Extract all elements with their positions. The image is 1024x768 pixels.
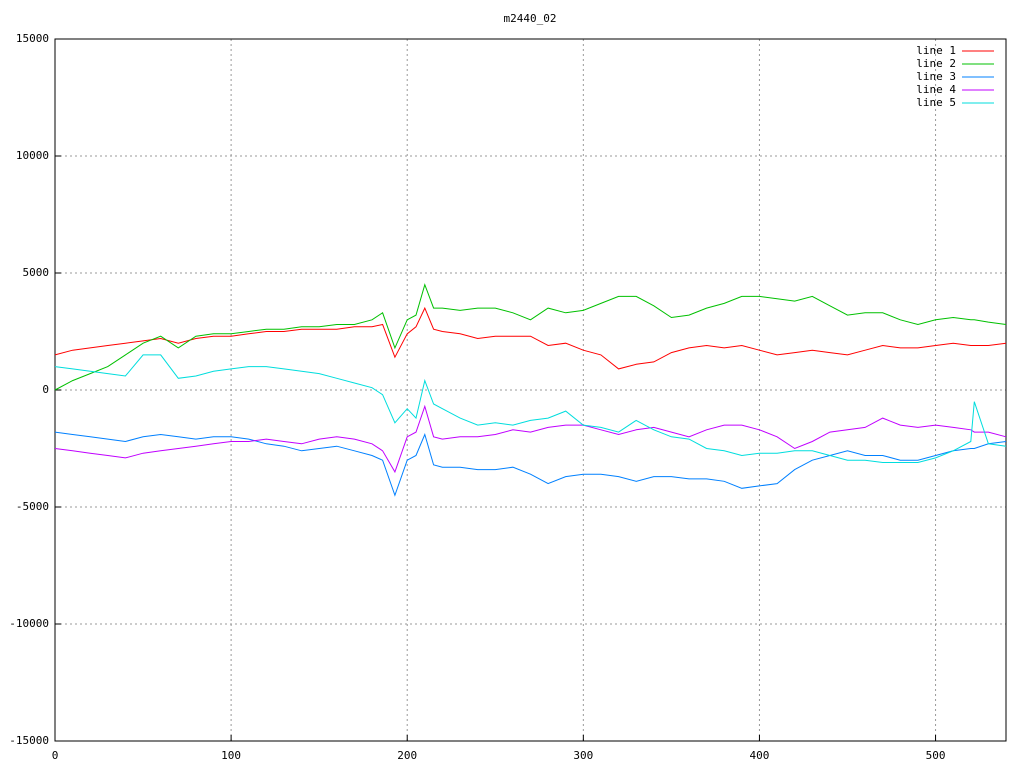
chart-title: m2440_02 (504, 12, 557, 25)
legend-label: line 1 (916, 44, 956, 57)
y-tick-label: -15000 (9, 734, 49, 747)
legend-label: line 4 (916, 83, 956, 96)
y-tick-label: -10000 (9, 617, 49, 630)
series-line (54, 283, 1007, 391)
legend-label: line 3 (916, 70, 956, 83)
x-tick-label: 100 (221, 749, 241, 762)
legend-label: line 2 (916, 57, 956, 70)
x-tick-label: 400 (750, 749, 770, 762)
series-line (54, 354, 1007, 463)
series-line (54, 431, 1007, 497)
series-line (54, 404, 1007, 474)
legend-label: line 5 (916, 96, 956, 109)
y-tick-label: 0 (42, 383, 49, 396)
series-line (54, 306, 1007, 370)
y-tick-label: -5000 (16, 500, 49, 513)
y-tick-label: 10000 (16, 149, 49, 162)
x-tick-label: 200 (397, 749, 417, 762)
x-tick-label: 0 (52, 749, 59, 762)
y-tick-label: 15000 (16, 32, 49, 45)
x-tick-label: 500 (926, 749, 946, 762)
x-tick-label: 300 (573, 749, 593, 762)
y-tick-label: 5000 (23, 266, 50, 279)
